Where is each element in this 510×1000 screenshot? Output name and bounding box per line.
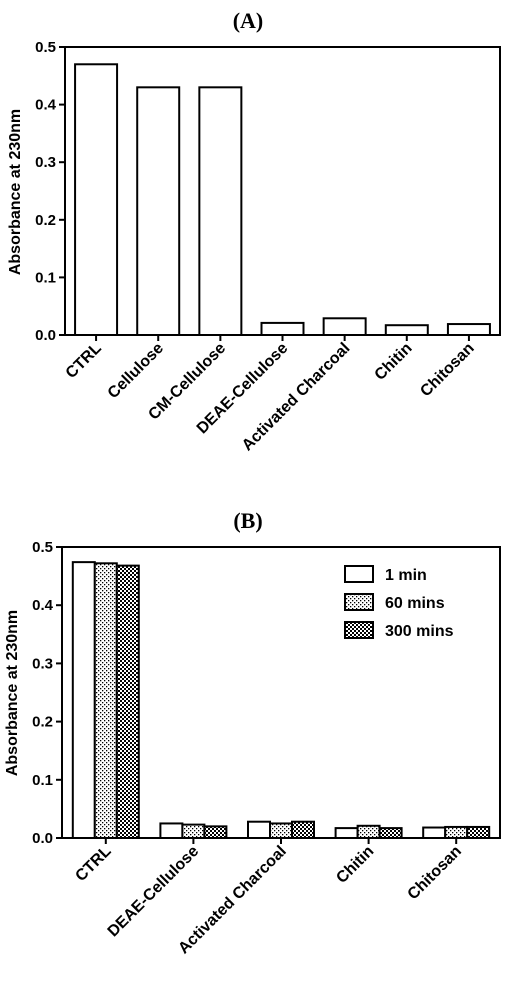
bar	[159, 822, 184, 840]
bar	[466, 825, 491, 840]
panel-label-a: (A)	[233, 8, 264, 33]
category-label: DEAE-Cellulose	[105, 843, 203, 941]
category-label: Chitosan	[405, 843, 465, 903]
legend-swatch	[344, 565, 374, 583]
bar	[198, 86, 243, 336]
category-label: CTRL	[72, 843, 114, 885]
y-tick-label-b: 0.3	[32, 655, 53, 672]
y-tick-label-a: 0.1	[35, 269, 56, 286]
plot-frame-a	[64, 46, 501, 336]
legend-swatch	[344, 593, 374, 611]
bar	[322, 317, 367, 336]
legend-entry: 300 mins	[385, 623, 454, 640]
bar	[181, 823, 206, 840]
y-tick-label-a: 0.3	[35, 154, 56, 171]
chart-panel-b: (B) Absorbance at 230nm 0.0 0.1 0.2 0.3 0.4 0…	[4, 508, 501, 957]
bar	[291, 820, 315, 839]
y-tick-label-b: 0.1	[32, 772, 53, 789]
chart-panel-a: (A) Absorbance at 230nm 0.0 0.1 0.2 0.3 0.4 0…	[7, 8, 501, 455]
category-label: Chitosan	[417, 340, 477, 400]
bar	[203, 825, 228, 839]
category-label: Chitin	[372, 340, 416, 384]
y-tick-label-a: 0.2	[35, 212, 56, 229]
y-tick-label-b: 0.0	[32, 830, 53, 847]
category-label: CTRL	[63, 340, 105, 382]
bar	[378, 827, 403, 840]
bar	[446, 323, 491, 336]
panel-label-b: (B)	[233, 508, 262, 533]
y-tick-label-a: 0.5	[35, 39, 56, 56]
plot-area-b: 0.00.10.20.30.40.5CTRLDEAE-CelluloseActi…	[32, 539, 501, 957]
y-axis-title-b: Absorbance at 230nm	[4, 610, 21, 776]
legend-swatch	[344, 621, 374, 639]
legend: 1 min 60 mins 300 mins	[344, 565, 454, 640]
y-axis-title-a: Absorbance at 230nm	[7, 109, 24, 275]
bar	[356, 824, 381, 840]
legend-entry: 1 min	[385, 567, 427, 584]
y-tick-label-b: 0.2	[32, 714, 53, 731]
bar	[247, 820, 271, 839]
y-tick-label-b: 0.4	[32, 597, 54, 614]
bar	[136, 86, 181, 336]
category-label: Chitin	[333, 843, 377, 887]
legend-entry: 60 mins	[385, 595, 445, 612]
bar	[74, 63, 119, 336]
bar	[93, 562, 118, 840]
y-tick-label-a: 0.0	[35, 327, 56, 344]
category-label: Cellulose	[105, 340, 167, 402]
bar	[422, 826, 447, 839]
y-tick-label-b: 0.5	[32, 539, 53, 556]
category-label: Activated Charcoal	[239, 340, 354, 455]
bar	[260, 321, 305, 336]
y-tick-label-a: 0.4	[35, 97, 57, 114]
bar	[269, 822, 293, 840]
bar	[444, 825, 469, 840]
bar	[384, 324, 429, 337]
bar	[115, 564, 140, 840]
bar	[334, 827, 359, 840]
bar	[71, 561, 96, 840]
